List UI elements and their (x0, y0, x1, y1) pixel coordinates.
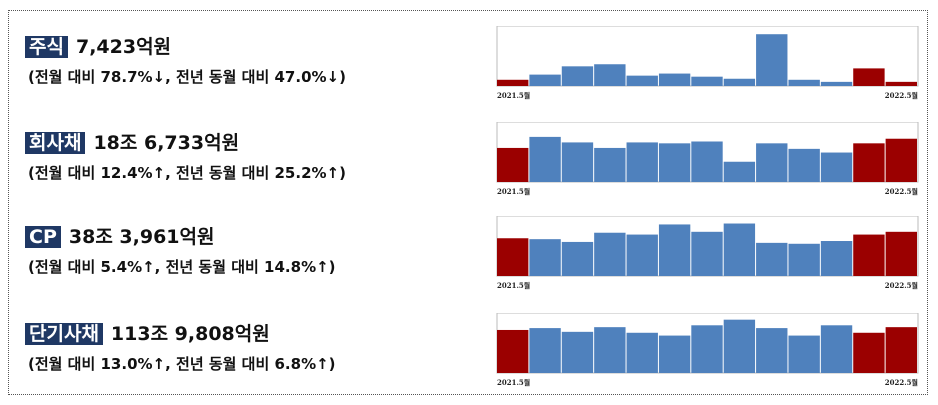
bar (497, 147, 529, 182)
bar (788, 79, 820, 86)
chart: 2021.5월 2022.5월 (496, 313, 919, 387)
bar (626, 75, 658, 86)
headline: 회사채 18조 6,733억원 (25, 128, 239, 155)
bar (497, 329, 529, 373)
bar (723, 161, 756, 182)
amount: 38조 3,961억원 (68, 226, 215, 248)
bar (756, 242, 788, 276)
bar (885, 231, 917, 276)
chart-title: 주식 (25, 36, 68, 58)
bar (820, 241, 853, 276)
chart-title: CP (25, 226, 61, 248)
x-tick-label: 2022.5월 (885, 281, 918, 290)
bar (626, 332, 658, 373)
subtitle: (전월 대비 13.0%↑, 전년 동월 대비 6.8%↑) (28, 355, 336, 373)
x-tick-label: 2021.5월 (497, 91, 530, 100)
chart-title: 단기사채 (25, 323, 103, 345)
bar (723, 78, 756, 86)
bar (756, 328, 788, 373)
bar (820, 152, 853, 182)
bar (594, 147, 626, 182)
amount: 18조 6,733억원 (93, 132, 240, 154)
x-tick-label: 2022.5월 (885, 91, 918, 100)
bar (756, 143, 788, 182)
bar (529, 136, 561, 182)
bar (594, 64, 626, 86)
bar (853, 332, 885, 373)
headline: 단기사채 113조 9,808억원 (25, 319, 270, 346)
bar (626, 142, 658, 182)
x-tick-label: 2021.5월 (497, 378, 530, 387)
bar (561, 66, 594, 86)
bar (820, 325, 853, 373)
bar (885, 327, 917, 373)
chart: 2021.5월 2022.5월 (496, 216, 919, 290)
subtitle: (전월 대비 12.4%↑, 전년 동월 대비 25.2%↑) (28, 164, 346, 182)
bar (561, 331, 594, 373)
headline: CP 38조 3,961억원 (25, 222, 214, 249)
bar (658, 335, 691, 373)
x-tick-label: 2021.5월 (497, 187, 530, 196)
bar (691, 76, 723, 86)
bar (853, 234, 885, 276)
bar (529, 328, 561, 373)
bar (658, 73, 691, 86)
bar (788, 335, 820, 373)
amount: 113조 9,808억원 (110, 323, 270, 345)
subtitle: (전월 대비 78.7%↓, 전년 동월 대비 47.0%↓) (28, 68, 346, 86)
bar (529, 239, 561, 276)
bar (497, 238, 529, 276)
bar (723, 223, 756, 276)
bar (658, 143, 691, 182)
bar (529, 74, 561, 86)
bar (626, 234, 658, 276)
chart: 2021.5월 2022.5월 (496, 26, 919, 100)
bar (561, 142, 594, 182)
bar (853, 143, 885, 182)
bar (594, 327, 626, 373)
bar (561, 241, 594, 276)
bar (788, 148, 820, 182)
x-tick-label: 2022.5월 (885, 187, 918, 196)
headline: 주식 7,423억원 (25, 32, 171, 59)
chart-title: 회사채 (25, 132, 86, 154)
amount: 7,423억원 (75, 36, 172, 58)
frame (8, 10, 928, 395)
bar (658, 224, 691, 276)
subtitle: (전월 대비 5.4%↑, 전년 동월 대비 14.8%↑) (28, 258, 336, 276)
bar (691, 231, 723, 276)
bar (691, 141, 723, 182)
x-tick-label: 2022.5월 (885, 378, 918, 387)
chart: 2021.5월 2022.5월 (496, 122, 919, 196)
bar (756, 34, 788, 86)
bar (497, 79, 529, 86)
bar (594, 232, 626, 276)
bar (820, 81, 853, 86)
x-tick-label: 2021.5월 (497, 281, 530, 290)
bar (723, 319, 756, 373)
bar (788, 243, 820, 276)
bar (853, 68, 885, 86)
bar (885, 138, 917, 182)
bar (885, 81, 917, 86)
bar (691, 325, 723, 373)
